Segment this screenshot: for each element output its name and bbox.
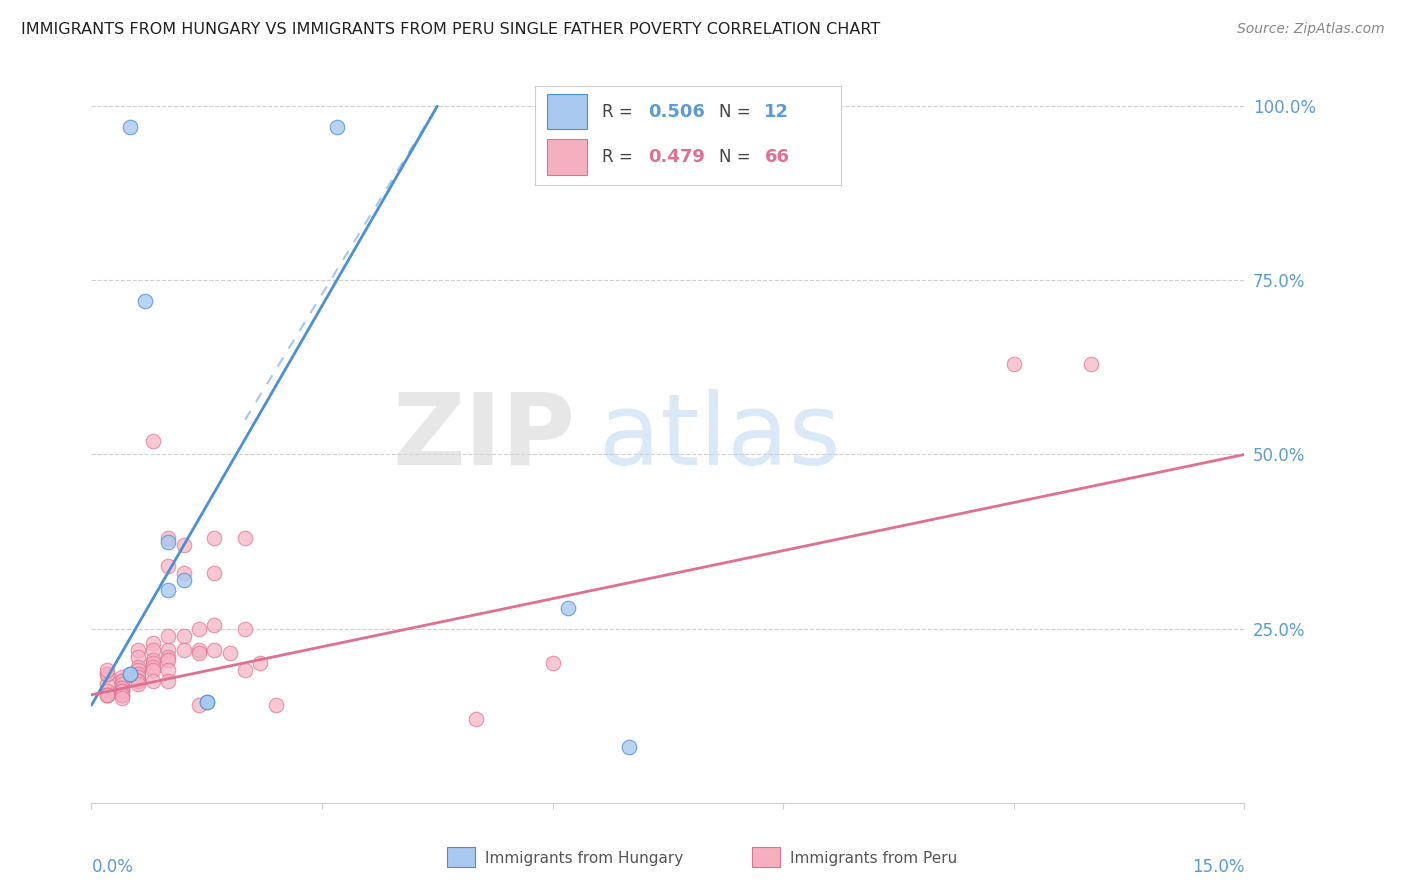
Point (111, 673, 134, 688)
Text: 0.0%: 0.0% (91, 858, 134, 876)
Point (142, 642, 165, 657)
Point (173, 629, 195, 643)
Point (218, 646, 240, 660)
Text: 15.0%: 15.0% (1192, 858, 1244, 876)
Point (127, 677, 149, 691)
Point (557, 600, 579, 615)
Point (111, 670, 134, 684)
Point (111, 673, 134, 688)
Point (157, 583, 180, 598)
Point (157, 673, 180, 688)
Point (142, 660, 165, 674)
Point (188, 622, 211, 636)
Point (134, 294, 156, 309)
Point (142, 664, 165, 678)
Point (96, 667, 118, 681)
Point (1002, 357, 1025, 371)
Point (111, 677, 134, 691)
Point (142, 635, 165, 649)
Text: IMMIGRANTS FROM HUNGARY VS IMMIGRANTS FROM PERU SINGLE FATHER POVERTY CORRELATIO: IMMIGRANTS FROM HUNGARY VS IMMIGRANTS FR… (21, 22, 880, 37)
Point (202, 618, 225, 632)
Point (1080, 357, 1102, 371)
Point (233, 622, 256, 636)
Point (111, 684, 134, 698)
Point (195, 695, 218, 709)
Point (96, 664, 118, 678)
Point (96, 688, 118, 702)
Point (96, 684, 118, 698)
Text: atlas: atlas (599, 389, 841, 485)
Point (127, 664, 149, 678)
Point (127, 673, 149, 688)
Point (233, 664, 256, 678)
Point (157, 653, 180, 667)
Point (96, 688, 118, 702)
Point (195, 695, 218, 709)
Point (142, 434, 165, 448)
Point (157, 664, 180, 678)
Point (96, 688, 118, 702)
Point (142, 657, 165, 671)
Point (118, 120, 141, 134)
Point (111, 688, 134, 702)
Point (326, 120, 349, 134)
Point (173, 566, 195, 580)
Point (118, 667, 141, 681)
Point (118, 667, 141, 681)
Point (96, 677, 118, 691)
Point (142, 673, 165, 688)
Point (173, 642, 195, 657)
Point (264, 698, 287, 713)
Point (157, 534, 180, 549)
Point (111, 681, 134, 695)
Point (157, 558, 180, 573)
Point (464, 712, 486, 726)
Point (157, 531, 180, 545)
Point (173, 538, 195, 552)
Text: Immigrants from Hungary: Immigrants from Hungary (485, 851, 683, 865)
Point (111, 684, 134, 698)
Point (111, 688, 134, 702)
Point (157, 629, 180, 643)
Point (202, 566, 225, 580)
Point (111, 681, 134, 695)
Text: Source: ZipAtlas.com: Source: ZipAtlas.com (1237, 22, 1385, 37)
Point (127, 642, 149, 657)
Point (188, 698, 211, 713)
Point (188, 642, 211, 657)
Point (127, 667, 149, 681)
Text: Immigrants from Peru: Immigrants from Peru (790, 851, 957, 865)
Point (249, 657, 271, 671)
Point (541, 657, 564, 671)
Point (111, 691, 134, 706)
Point (127, 660, 149, 674)
Text: ZIP: ZIP (392, 389, 575, 485)
Point (233, 531, 256, 545)
Point (127, 649, 149, 664)
Point (127, 673, 149, 688)
Point (127, 670, 149, 684)
Point (96, 667, 118, 681)
Point (173, 573, 195, 587)
Point (142, 653, 165, 667)
Point (157, 642, 180, 657)
Point (619, 740, 641, 755)
Point (202, 642, 225, 657)
Point (188, 646, 211, 660)
Point (202, 531, 225, 545)
Point (157, 649, 180, 664)
